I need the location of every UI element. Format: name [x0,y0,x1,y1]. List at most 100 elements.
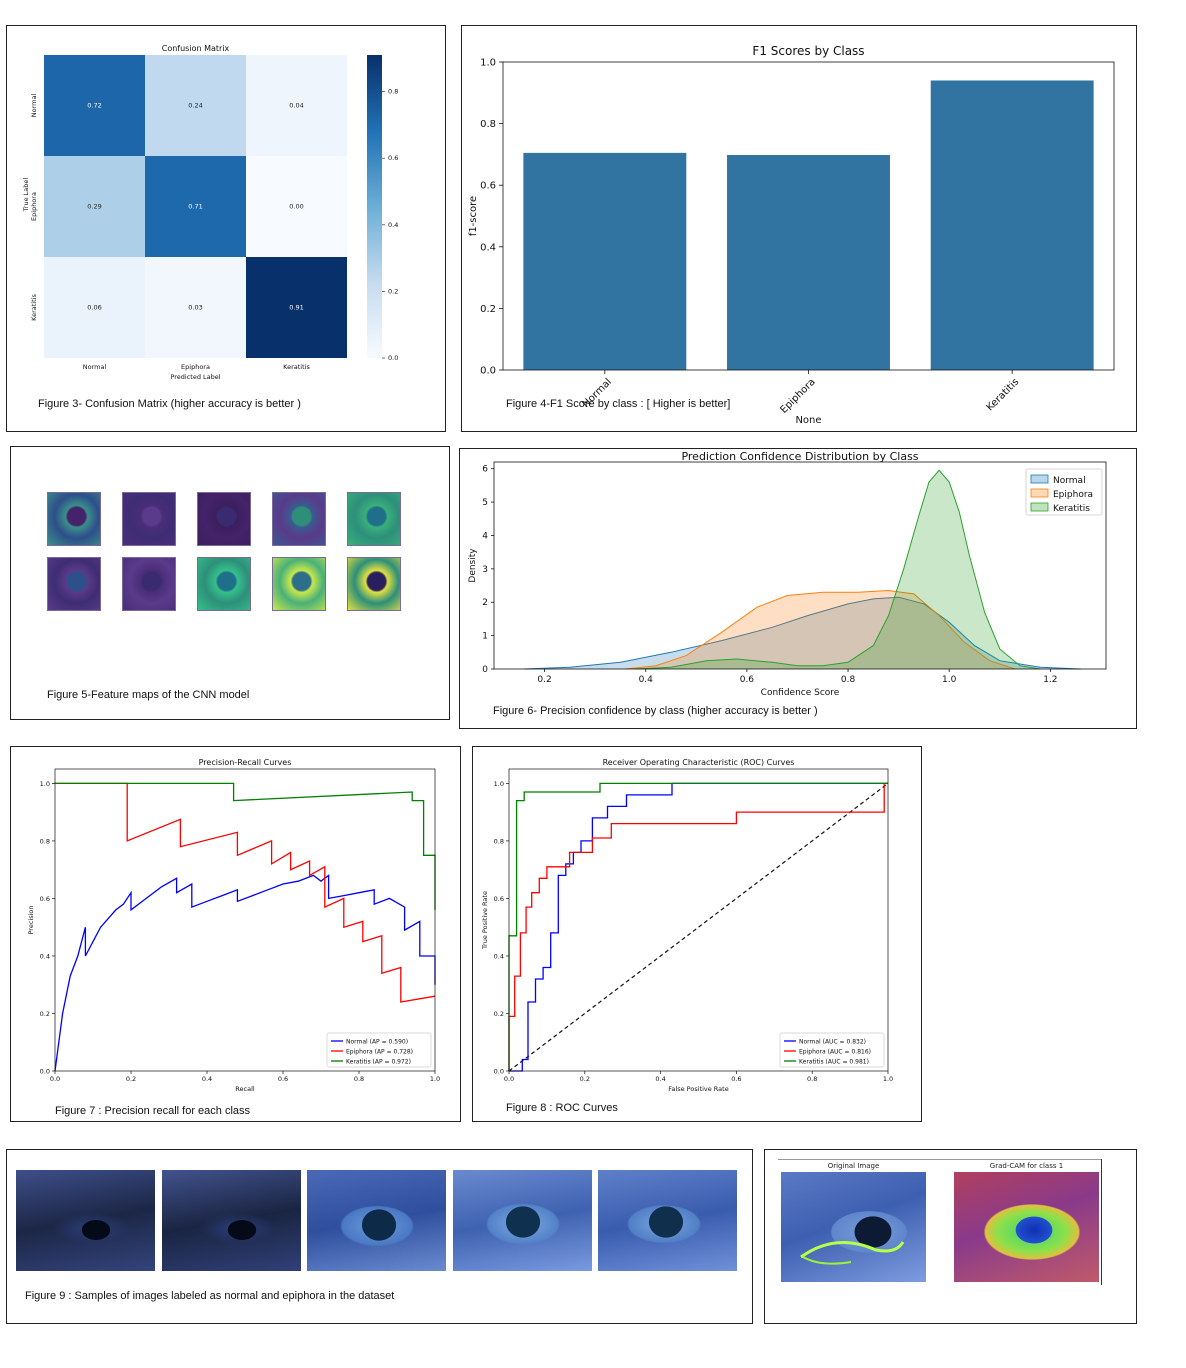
legend-label: Epiphora (AUC = 0.816) [799,1048,871,1055]
plot-frame [54,768,436,1072]
heatmap-cell-keratitis-normal [44,257,145,358]
y-tick-label: 0.6 [480,181,496,192]
figure-3-caption: Figure 3- Confusion Matrix (higher accur… [38,398,301,410]
figure-9-caption: Figure 9 : Samples of images labeled as … [25,1290,395,1302]
roc-curves-panel: Receiver Operating Characteristic (ROC) … [472,746,922,1122]
legend-label: Epiphora (AP = 0.728) [346,1048,413,1055]
y-axis-label: Precision [27,905,35,934]
cell-value-label: 0.00 [289,203,303,211]
plot-frame [493,461,1107,670]
cell-value-label: 0.29 [87,203,101,211]
figure-5-caption: Figure 5-Feature maps of the CNN model [47,689,250,701]
sample-eye-photo [452,1170,592,1271]
density-line-keratitis [635,469,1041,670]
y-tick-label: 0.4 [480,242,496,253]
y-tick-label: 0.2 [480,304,496,315]
tear-film-highlight [800,1240,905,1265]
chance-diagonal [508,782,889,1072]
heatmap-cell-keratitis-epiphora [145,257,246,358]
y-tick-label: 0.8 [494,837,504,845]
precision-recall-panel: Precision-Recall Curves 0.0 0.2 0.4 0.6 0.8 1.… [10,746,461,1122]
x-tick-label: 1.0 [942,675,957,685]
sample-images-panel: Figure 9 : Samples of images labeled as … [6,1149,753,1324]
y-axis-label: True Positive Rate [481,891,489,950]
density-line-epiphora [625,589,1016,670]
legend-label: Normal [1053,476,1086,486]
y-tick-label: 4 [482,531,488,541]
x-tick-label: 1.0 [883,1075,893,1083]
x-tick-label: 0.6 [740,675,755,685]
gradcam-title: Grad-CAM for class 1 [989,1162,1064,1170]
chart-title: Receiver Operating Characteristic (ROC) … [603,758,795,767]
heatmap-cell-keratitis-keratitis [246,257,347,358]
legend-box [326,1032,432,1068]
figure-8-caption: Figure 8 : ROC Curves [506,1102,618,1114]
density-area-normal [524,597,1081,669]
x-tick-label: Normal [83,363,107,371]
y-tick-label: 0.8 [40,837,50,845]
x-tick-label: 0.6 [731,1075,741,1083]
original-eye-image [781,1172,926,1282]
x-tick-label: 1.2 [1043,675,1057,685]
feature-map-thumbnail [347,492,401,546]
plot-frame [508,768,889,1072]
feature-map-thumbnail [122,492,176,546]
confidence-distribution-chart: Prediction Confidence Distribution by Cl… [468,450,1107,698]
x-axis-label: Predicted Label [170,373,220,381]
legend-label: Normal (AUC = 0.832) [799,1038,866,1045]
y-axis-label: f1-score [468,196,479,236]
figure-4-caption: Figure 4-F1 Score by class : [ Higher is… [506,398,731,410]
feature-map-thumbnail [272,492,326,546]
legend-label: Keratitis (AUC = 0.981) [799,1058,869,1065]
legend-swatch-keratitis [1030,502,1049,512]
curve-keratitis [55,782,436,910]
density-area-keratitis [635,470,1041,669]
y-tick-label: 0.0 [480,366,496,377]
y-tick-label: 3 [482,565,488,575]
legend-label: Normal (AP = 0.590) [346,1038,408,1045]
x-tick-label: 0.4 [655,1075,665,1083]
colorbar-tick-label: 0.2 [388,287,398,295]
x-axis-label: None [795,415,821,426]
legend-box [1025,468,1103,516]
feature-map-thumbnail [197,492,251,546]
x-tick-label: Keratitis [985,377,1022,414]
sample-eye-photo [307,1170,446,1271]
bar-normal [523,152,687,370]
y-tick-label: 0.6 [494,895,504,903]
precision-recall-chart: Precision-Recall Curves 0.0 0.2 0.4 0.6 0.8 1.… [27,758,440,1093]
heatmap-cell-normal-epiphora [145,55,246,156]
y-tick-label: 1 [482,632,488,642]
y-tick-label: 0.0 [40,1068,50,1076]
x-axis-label: Confidence Score [761,688,840,698]
legend-box [779,1032,885,1068]
y-axis-label: Density [468,548,478,583]
x-tick-label: 0.2 [126,1075,136,1083]
sample-eye-photo [161,1170,301,1271]
cell-value-label: 0.24 [188,102,202,110]
cell-value-label: 0.04 [289,102,303,110]
curve-epiphora [508,782,888,1071]
heatmap-cell-normal-keratitis [246,55,347,156]
chart-title: F1 Scores by Class [752,44,864,58]
colorbar-tick-label: 0.0 [388,354,398,362]
y-tick-label: 0.4 [40,952,50,960]
bar-epiphora [727,155,890,370]
y-tick-label: 6 [482,465,488,475]
roc-curves-chart: Receiver Operating Characteristic (ROC) … [481,758,893,1093]
x-tick-label: 0.8 [841,675,856,685]
x-tick-label: 0.2 [537,675,551,685]
y-tick-label: Keratitis [30,294,38,321]
heatmap-cell-epiphora-epiphora [145,156,246,257]
colorbar-tick-label: 0.8 [388,88,398,96]
y-tick-label: 5 [482,498,488,508]
chart-title: Confusion Matrix [162,44,230,53]
x-tick-label: Keratitis [283,363,310,371]
density-area-epiphora [625,590,1015,669]
cell-value-label: 0.91 [289,304,303,312]
x-tick-label: 0.4 [202,1075,212,1083]
y-tick-label: 0.6 [40,895,50,903]
y-tick-label: 1.0 [40,780,50,788]
